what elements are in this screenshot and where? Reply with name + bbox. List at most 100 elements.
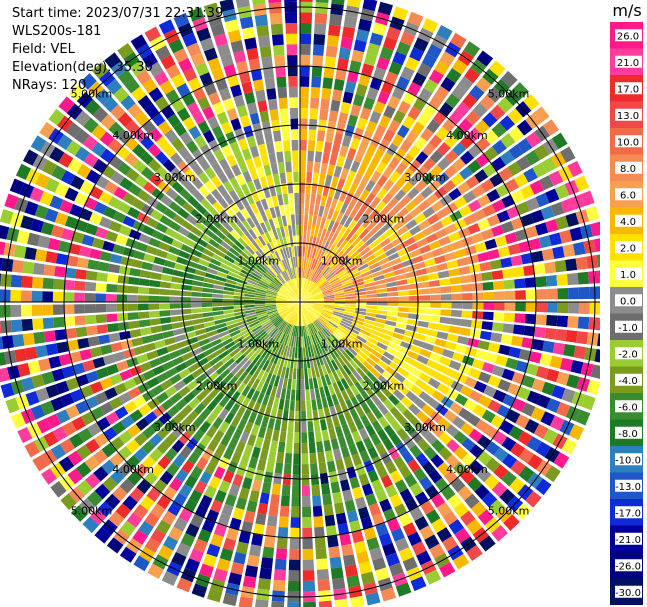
velocity-gate — [258, 248, 267, 259]
velocity-gate — [244, 91, 256, 105]
velocity-gate — [576, 331, 589, 345]
velocity-gate — [363, 52, 378, 67]
velocity-gate — [302, 315, 307, 326]
velocity-gate — [265, 372, 273, 385]
velocity-gate — [285, 269, 292, 280]
velocity-gate — [55, 253, 69, 265]
velocity-gate — [320, 162, 328, 175]
velocity-gate — [292, 256, 296, 268]
velocity-gate — [251, 378, 261, 390]
velocity-gate — [269, 283, 280, 290]
velocity-gate — [327, 231, 335, 243]
velocity-gate — [279, 260, 286, 271]
velocity-gate — [225, 319, 237, 326]
velocity-gate — [336, 155, 346, 168]
velocity-gate — [133, 555, 150, 572]
velocity-gate — [158, 241, 171, 252]
velocity-gate — [412, 72, 427, 87]
velocity-gate — [294, 246, 298, 257]
velocity-gate — [184, 154, 197, 168]
velocity-gate — [150, 463, 165, 478]
velocity-gate — [119, 546, 137, 563]
velocity-gate — [131, 86, 147, 102]
velocity-gate — [286, 302, 298, 305]
velocity-gate — [416, 438, 430, 452]
velocity-gate — [479, 94, 496, 111]
velocity-gate — [97, 261, 110, 272]
velocity-gate — [139, 361, 152, 373]
velocity-gate — [204, 180, 216, 193]
velocity-gate — [198, 185, 211, 198]
velocity-gate — [185, 523, 200, 538]
velocity-gate — [284, 452, 293, 465]
velocity-gate — [508, 144, 524, 160]
velocity-gate — [386, 26, 401, 41]
velocity-gate — [314, 430, 323, 443]
range-ring-label: 5.00km — [71, 87, 113, 100]
velocity-gate — [276, 76, 287, 88]
velocity-gate — [247, 376, 257, 388]
velocity-gate — [148, 310, 160, 318]
velocity-gate — [302, 296, 313, 301]
velocity-gate — [302, 527, 313, 539]
velocity-gate — [509, 477, 526, 494]
velocity-gate — [341, 543, 354, 557]
velocity-gate — [104, 387, 118, 400]
velocity-gate — [119, 177, 134, 191]
velocity-gate — [208, 238, 220, 249]
velocity-gate — [112, 243, 125, 255]
velocity-gate — [91, 237, 105, 250]
velocity-gate — [253, 342, 263, 352]
velocity-gate — [265, 293, 277, 297]
velocity-gate — [194, 134, 207, 149]
velocity-gate — [281, 183, 288, 195]
velocity-gate — [165, 252, 178, 262]
velocity-gate — [176, 82, 191, 98]
velocity-gate — [370, 170, 382, 183]
velocity-gate — [271, 252, 279, 263]
velocity-gate — [227, 361, 238, 372]
velocity-gate — [450, 285, 462, 293]
velocity-gate — [344, 375, 354, 387]
colorbar-tick-bg — [615, 479, 642, 492]
velocity-gate — [301, 304, 308, 314]
velocity-gate — [164, 447, 178, 462]
velocity-gate — [357, 243, 368, 253]
velocity-gate — [279, 287, 289, 295]
velocity-gate — [548, 170, 564, 186]
velocity-gate — [314, 526, 325, 539]
velocity-gate — [318, 119, 327, 131]
velocity-gate — [196, 390, 208, 402]
velocity-gate — [55, 409, 71, 424]
velocity-gate — [370, 266, 382, 274]
velocity-gate — [436, 172, 450, 186]
velocity-gate — [301, 304, 308, 314]
velocity-gate — [438, 446, 453, 461]
velocity-gate — [357, 350, 369, 361]
velocity-gate — [165, 367, 178, 378]
velocity-gate — [191, 308, 203, 314]
velocity-gate — [306, 313, 313, 324]
velocity-gate — [355, 295, 367, 299]
velocity-gate — [440, 396, 454, 409]
velocity-gate — [501, 436, 517, 452]
velocity-gate — [318, 250, 325, 262]
velocity-gate — [65, 404, 80, 420]
velocity-gate — [235, 0, 250, 9]
velocity-gate — [188, 397, 201, 410]
velocity-gate — [132, 395, 147, 408]
velocity-gate — [428, 315, 441, 323]
velocity-gate — [560, 357, 573, 372]
range-ring-label: 4.00km — [446, 129, 488, 142]
velocity-gate — [573, 345, 587, 360]
velocity-gate — [414, 212, 427, 224]
velocity-gate — [302, 297, 314, 302]
velocity-gate — [404, 200, 417, 213]
velocity-gate — [331, 283, 343, 290]
velocity-gate — [501, 221, 515, 234]
velocity-gate — [444, 165, 458, 179]
velocity-gate — [348, 327, 360, 335]
velocity-gate — [428, 69, 444, 85]
velocity-gate — [159, 288, 171, 296]
velocity-gate — [309, 118, 318, 130]
